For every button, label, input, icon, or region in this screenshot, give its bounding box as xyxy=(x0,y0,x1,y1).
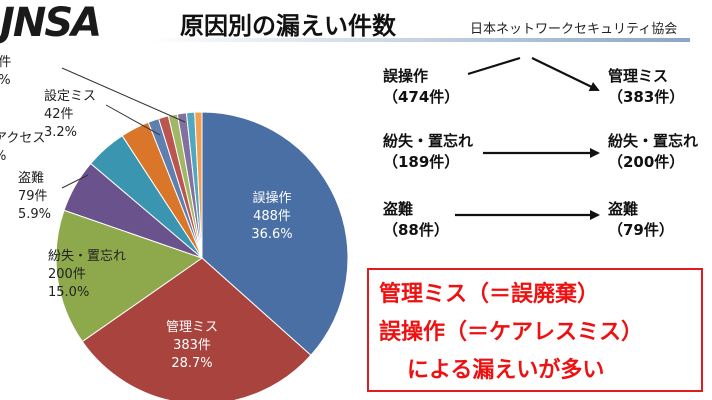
slice-label: 設定ミス 42件 3.2% xyxy=(44,88,96,140)
jnsa-logo: JNSA xyxy=(0,0,102,46)
flow-from-count: （474件） xyxy=(383,88,460,106)
flow-row-2-to: 紛失・置忘れ （200件） xyxy=(608,131,698,173)
flow-from-label: 紛失・置忘れ xyxy=(383,132,474,150)
flow-from-count: （189件） xyxy=(383,153,460,171)
pie-chart: 誤操作 488件 36.6% 管理ミス 383件 28.7% 紛失・置忘れ 200件 15.0%… xyxy=(0,55,349,400)
leader-line xyxy=(61,67,186,123)
slice-label: 盗難 79件 5.9% xyxy=(18,170,51,222)
pie-slice xyxy=(194,111,203,259)
flow-row-1-from: 誤操作 （474件） xyxy=(383,66,459,108)
flow-from-label: 盗難 xyxy=(383,200,414,218)
flow-from-count: （88件） xyxy=(383,221,449,239)
flow-to-label: 管理ミス xyxy=(608,67,669,85)
flow-to-count: （79件） xyxy=(608,221,674,239)
conclusion-line-1: 管理ミス（＝誤廃棄） xyxy=(379,282,600,307)
leader-line xyxy=(61,174,89,189)
arrow-cross-2 xyxy=(531,57,600,92)
conclusion-line-3: による漏えいが多い xyxy=(407,358,605,383)
flow-to-label: 盗難 xyxy=(608,200,639,218)
leader-line xyxy=(105,104,161,136)
pie-slice xyxy=(201,111,349,356)
flow-to-count: （383件） xyxy=(608,88,685,106)
organization-name: 日本ネットワークセキュリティ協会 xyxy=(470,22,678,37)
flow-row-3-from: 盗難 （88件） xyxy=(383,199,449,241)
slice-label: 管理ミス 383件 28.7% xyxy=(166,320,218,371)
slice-label: 紛失・置忘れ 200件 15.0% xyxy=(48,249,126,300)
flow-row-1-to: 管理ミス （383件） xyxy=(608,66,684,108)
pie-slice xyxy=(55,209,204,343)
conclusion-line-2: 誤操作（＝ケアレスミス） xyxy=(379,320,644,345)
title-underline xyxy=(150,38,690,42)
flow-to-label: 紛失・置忘れ xyxy=(608,132,699,150)
page-title: 原因別の漏えい件数 xyxy=(180,12,396,40)
flow-row-3-to: 盗難 （79件） xyxy=(608,199,674,241)
flow-row-2-from: 紛失・置忘れ （189件） xyxy=(383,131,473,173)
arrow-cross-1 xyxy=(467,56,521,76)
conclusion-box: 管理ミス（＝誤廃棄） 誤操作（＝ケアレスミス） による漏えいが多い xyxy=(367,268,703,392)
flow-to-count: （200件） xyxy=(608,153,685,171)
slice-label-partial: アクセス% xyxy=(0,131,45,164)
flow-from-label: 誤操作 xyxy=(383,67,429,85)
slice-label: 誤操作 488件 36.6% xyxy=(251,190,292,242)
slice-label-partial: 3件7% xyxy=(0,55,11,88)
pie-slice xyxy=(81,257,312,400)
